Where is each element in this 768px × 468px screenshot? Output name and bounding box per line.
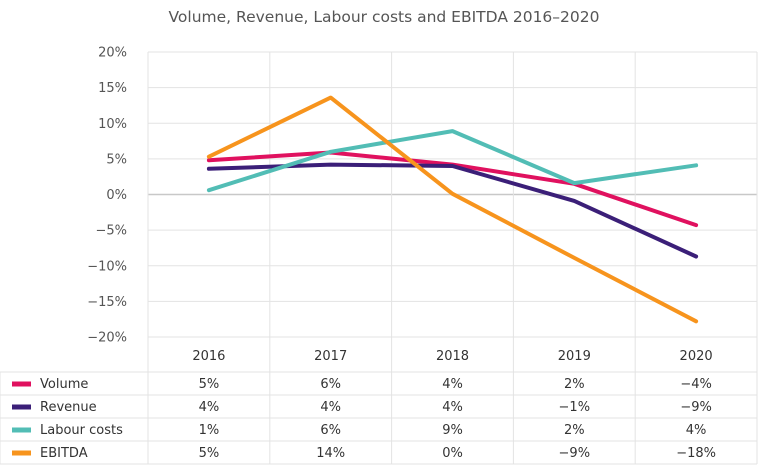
table-cell: 4% bbox=[442, 400, 463, 415]
table-cell: 6% bbox=[320, 377, 341, 392]
legend-label: EBITDA bbox=[40, 446, 88, 461]
legend-swatch bbox=[12, 381, 31, 387]
y-tick-label: 20% bbox=[98, 46, 127, 61]
table-cell: 5% bbox=[199, 446, 220, 461]
table-cell: 5% bbox=[199, 377, 220, 392]
y-axis-ticks: 20% 15% 10% 5% 0% −5% −10% −15% −20% bbox=[87, 46, 127, 346]
y-tick-label: 0% bbox=[106, 188, 127, 203]
y-tick-label: 10% bbox=[98, 117, 127, 132]
series-line bbox=[206, 150, 699, 228]
legend-swatch bbox=[12, 404, 31, 410]
table-cell: 4% bbox=[686, 423, 707, 438]
chart-title: Volume, Revenue, Labour costs and EBITDA… bbox=[169, 8, 600, 26]
legend-label: Labour costs bbox=[40, 423, 123, 438]
table-cell: 4% bbox=[199, 400, 220, 415]
table-cell: 9% bbox=[442, 423, 463, 438]
legend-label: Revenue bbox=[40, 400, 97, 415]
y-tick-label: 5% bbox=[106, 152, 127, 167]
series-line bbox=[206, 129, 699, 193]
table-cell: 6% bbox=[320, 423, 341, 438]
table-cell: −4% bbox=[680, 377, 712, 392]
series-line bbox=[206, 162, 699, 259]
y-tick-label: −10% bbox=[87, 259, 127, 274]
y-tick-label: −20% bbox=[87, 331, 127, 346]
legend-label: Volume bbox=[40, 377, 88, 392]
table-cell: 2% bbox=[564, 423, 585, 438]
x-tick-label: 2017 bbox=[314, 349, 347, 364]
table-cell: −1% bbox=[559, 400, 591, 415]
table-cell: −9% bbox=[559, 446, 591, 461]
table-cell: −18% bbox=[676, 446, 716, 461]
table-cell: 4% bbox=[320, 400, 341, 415]
data-table: 2016 2017 2018 2019 2020 Volume 5% 6% 4% 2% −4% Rev… bbox=[0, 349, 757, 465]
table-cell: 4% bbox=[442, 377, 463, 392]
x-tick-label: 2016 bbox=[192, 349, 225, 364]
x-tick-label: 2020 bbox=[680, 349, 713, 364]
y-tick-label: −5% bbox=[95, 224, 127, 239]
table-cell: 2% bbox=[564, 377, 585, 392]
legend-swatch bbox=[12, 427, 31, 433]
x-tick-label: 2018 bbox=[436, 349, 469, 364]
y-tick-label: −15% bbox=[87, 295, 127, 310]
y-tick-label: 15% bbox=[98, 81, 127, 96]
x-tick-label: 2019 bbox=[558, 349, 591, 364]
series-lines bbox=[206, 95, 699, 324]
series-line bbox=[206, 95, 699, 324]
table-cell: 1% bbox=[199, 423, 220, 438]
table-cell: 0% bbox=[442, 446, 463, 461]
legend-swatch bbox=[12, 450, 31, 456]
table-cell: −9% bbox=[680, 400, 712, 415]
table-cell: 14% bbox=[316, 446, 345, 461]
